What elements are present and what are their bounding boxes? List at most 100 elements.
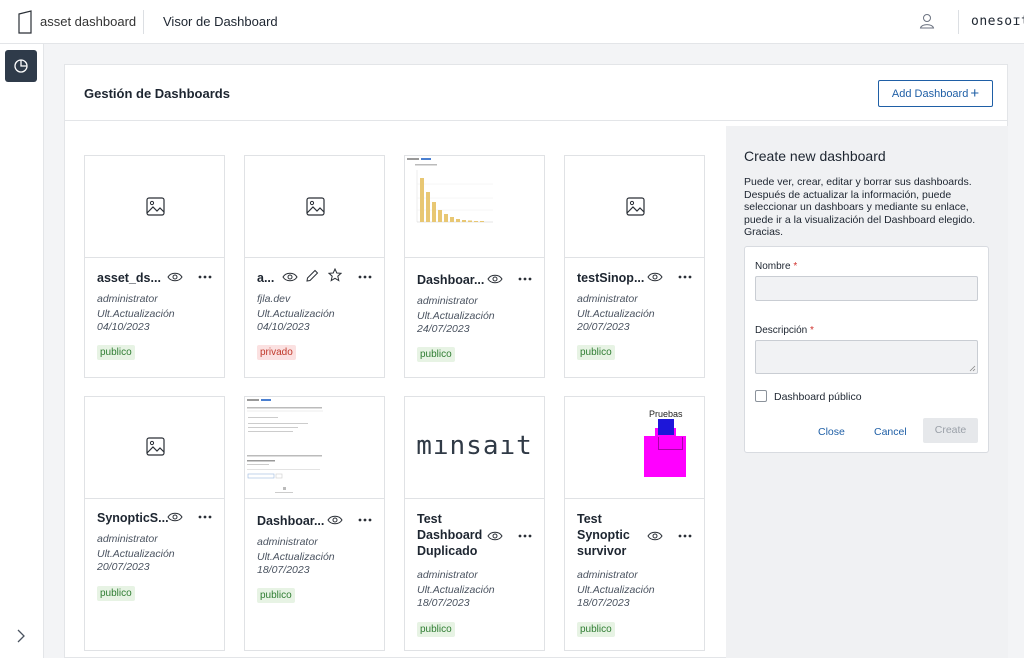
divider	[958, 10, 959, 34]
form-thumbnail	[245, 397, 384, 498]
card-owner: administrator	[577, 569, 638, 581]
public-checkbox-label[interactable]: Dashboard público	[774, 391, 862, 403]
card-updated-date: 18/07/2023	[257, 564, 310, 576]
more-options-icon[interactable]	[358, 275, 372, 279]
app-name[interactable]: asset dashboard	[40, 14, 137, 29]
eye-icon[interactable]	[647, 271, 663, 283]
panel-header: Gestión de Dashboards Add Dashboard +	[65, 65, 1007, 121]
eye-icon[interactable]	[487, 530, 503, 542]
card-thumbnail[interactable]	[245, 397, 384, 499]
card-title-line[interactable]: Dashboard	[417, 528, 483, 542]
more-options-icon[interactable]	[518, 277, 532, 281]
card-title[interactable]: Dashboar...	[257, 514, 325, 528]
card-title[interactable]: Dashboar...	[417, 273, 485, 287]
image-placeholder-icon	[626, 197, 645, 216]
card-title[interactable]: a...	[257, 271, 275, 285]
eye-icon[interactable]	[327, 514, 343, 526]
sidebar-item-dashboards[interactable]	[5, 50, 37, 82]
card-title[interactable]: asset_ds...	[97, 271, 161, 285]
dashboard-card[interactable]: mınsaıt Test Dashboard Duplicado adminis…	[404, 396, 545, 651]
card-owner: fjla.dev	[257, 293, 291, 305]
card-title[interactable]: SynopticS...	[97, 511, 169, 525]
add-dashboard-button[interactable]: Add Dashboard +	[878, 80, 993, 107]
card-updated-label: Ult.Actualización	[417, 584, 495, 596]
dashboard-card[interactable]: Dashboar... administrator Ult.Actualizac…	[404, 155, 545, 378]
card-thumbnail[interactable]: Pruebas	[565, 397, 704, 499]
description-textarea[interactable]	[755, 340, 978, 374]
card-owner: administrator	[257, 536, 318, 548]
resize-handle-icon[interactable]	[969, 365, 976, 372]
card-title-line[interactable]: Test	[417, 512, 442, 526]
status-badge: publico	[417, 347, 455, 362]
card-updated-label: Ult.Actualización	[97, 308, 175, 320]
card-title-line[interactable]: Test	[577, 512, 602, 526]
card-title-line[interactable]: survivor	[577, 544, 627, 558]
card-thumbnail[interactable]	[565, 156, 704, 258]
card-title-line[interactable]: Duplicado	[417, 544, 478, 558]
card-title[interactable]: testSinop...	[577, 271, 645, 285]
status-badge: publico	[257, 588, 295, 603]
eye-icon[interactable]	[647, 530, 663, 542]
card-updated-date: 04/10/2023	[257, 321, 310, 333]
dashboard-card[interactable]: a... fjla.dev Ult.Actualización 04/10/20…	[244, 155, 385, 378]
more-options-icon[interactable]	[678, 534, 692, 538]
brand-logo: onesoɪt	[971, 14, 1024, 29]
card-updated-label: Ult.Actualización	[257, 551, 335, 563]
sidebar	[0, 44, 44, 658]
create-dashboard-panel: Create new dashboard Puede ver, crear, e…	[726, 126, 1008, 658]
add-dashboard-label: Add Dashboard	[891, 88, 969, 100]
pie-chart-icon	[14, 59, 28, 73]
public-checkbox[interactable]	[755, 390, 767, 402]
synoptic-shape	[644, 436, 686, 477]
dashboard-card[interactable]: Pruebas Test Synoptic survivor administr…	[564, 396, 705, 651]
status-badge: publico	[417, 622, 455, 637]
dashboard-card[interactable]: testSinop... administrator Ult.Actualiza…	[564, 155, 705, 378]
card-thumbnail[interactable]	[405, 156, 544, 258]
chevron-right-icon[interactable]	[14, 629, 28, 643]
more-options-icon[interactable]	[198, 515, 212, 519]
description-label: Descripción *	[755, 325, 814, 336]
card-title-line[interactable]: Synoptic	[577, 528, 630, 542]
status-badge: publico	[97, 345, 135, 360]
card-thumbnail[interactable]	[245, 156, 384, 258]
status-badge: publico	[97, 586, 135, 601]
eye-icon[interactable]	[487, 273, 503, 285]
close-button[interactable]: Close	[818, 426, 845, 438]
page-heading: Gestión de Dashboards	[84, 86, 230, 101]
eye-icon[interactable]	[167, 271, 183, 283]
card-updated-label: Ult.Actualización	[577, 308, 655, 320]
dashboard-card[interactable]: SynopticS... administrator Ult.Actualiza…	[84, 396, 225, 651]
card-thumbnail[interactable]	[85, 397, 224, 499]
eye-icon[interactable]	[282, 271, 298, 283]
card-updated-date: 20/07/2023	[577, 321, 630, 333]
name-label: Nombre *	[755, 261, 798, 272]
status-badge: publico	[577, 622, 615, 637]
edit-icon[interactable]	[305, 269, 319, 283]
more-options-icon[interactable]	[518, 534, 532, 538]
page-title: Visor de Dashboard	[163, 14, 278, 29]
star-icon[interactable]	[328, 268, 342, 282]
user-icon[interactable]	[918, 12, 936, 30]
more-options-icon[interactable]	[198, 275, 212, 279]
dashboard-card[interactable]: Dashboar... administrator Ult.Actualizac…	[244, 396, 385, 651]
status-badge: privado	[257, 345, 296, 360]
synoptic-label: Pruebas	[649, 409, 683, 419]
app-logo-icon[interactable]	[18, 10, 32, 34]
card-owner: administrator	[97, 533, 158, 545]
create-button[interactable]: Create	[923, 418, 978, 443]
card-updated-date: 04/10/2023	[97, 321, 150, 333]
card-owner: administrator	[97, 293, 158, 305]
more-options-icon[interactable]	[678, 275, 692, 279]
cancel-button[interactable]: Cancel	[874, 426, 907, 438]
card-updated-date: 24/07/2023	[417, 323, 470, 335]
status-badge: publico	[577, 345, 615, 360]
synoptic-shape	[658, 419, 674, 435]
card-thumbnail[interactable]	[85, 156, 224, 258]
dashboard-card[interactable]: asset_ds... administrator Ult.Actualizac…	[84, 155, 225, 378]
card-thumbnail[interactable]: mınsaıt	[405, 397, 544, 499]
eye-icon[interactable]	[167, 511, 183, 523]
create-dashboard-form: Nombre * Descripción * Dashboard público…	[744, 246, 989, 453]
more-options-icon[interactable]	[358, 518, 372, 522]
bar-chart-thumbnail	[405, 156, 544, 257]
name-input[interactable]	[755, 276, 978, 301]
